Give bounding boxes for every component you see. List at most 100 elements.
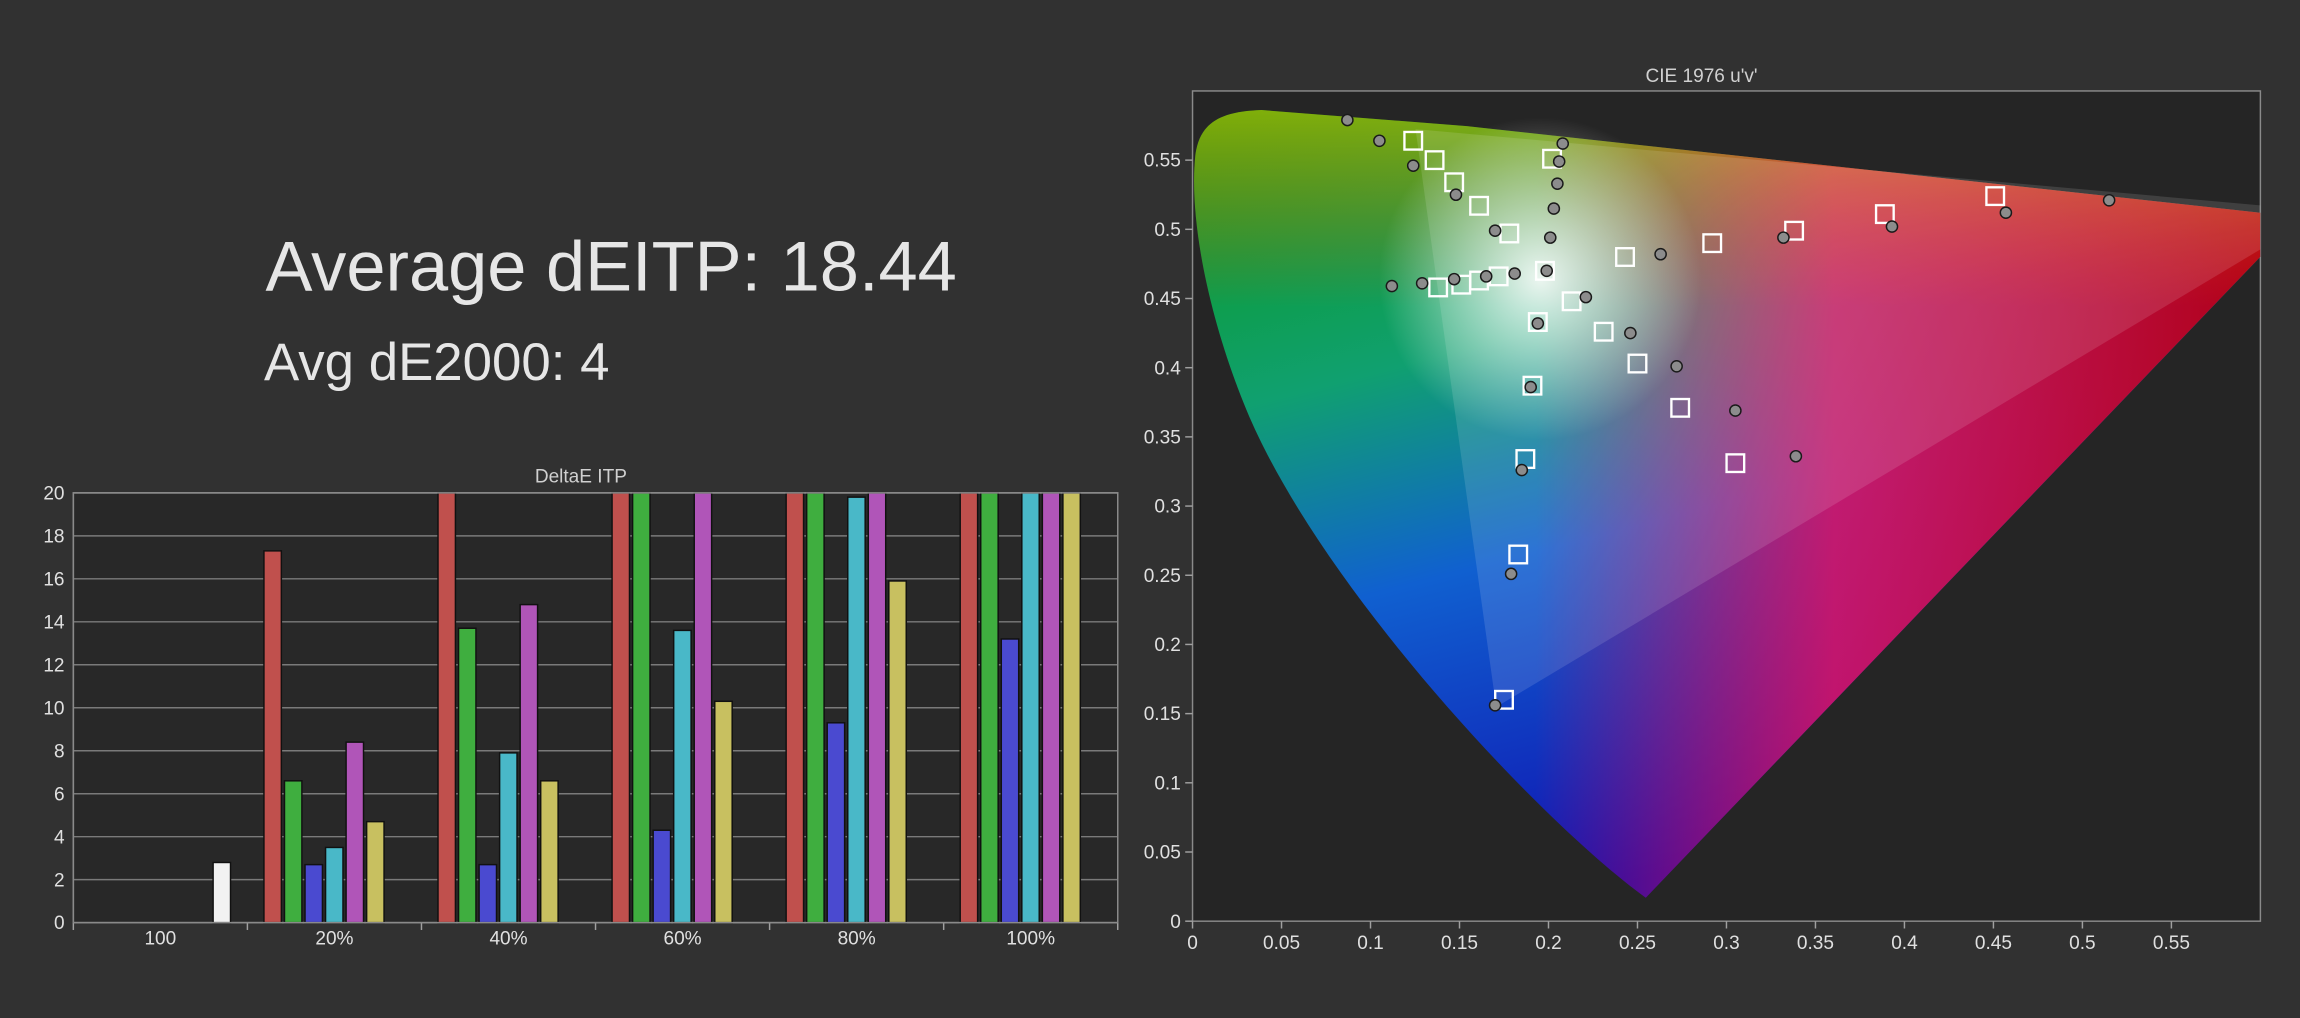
x-tick-label: 0.35 <box>1797 933 1834 954</box>
y-tick-label: 0.35 <box>1144 427 1181 448</box>
target-square <box>1527 312 1548 333</box>
x-tick-label: 100 <box>144 929 176 950</box>
bar <box>631 492 651 924</box>
x-tick-label: 0.05 <box>1263 933 1300 954</box>
y-tick-label: 18 <box>43 526 64 547</box>
x-tick-label: 0.45 <box>1975 933 2012 954</box>
bar <box>959 492 979 924</box>
measured-point <box>1373 134 1386 148</box>
bar <box>324 846 344 924</box>
bar <box>437 492 457 924</box>
x-tick-label: 0.5 <box>2069 933 2095 954</box>
average-deitp: Average dEITP: 18.44 <box>265 226 956 305</box>
target-square <box>1428 277 1449 298</box>
bar <box>847 496 866 924</box>
bar <box>652 829 672 924</box>
measured-point <box>1551 177 1564 190</box>
bar <box>611 492 631 924</box>
target-square <box>1702 233 1723 254</box>
measured-point <box>1341 113 1354 127</box>
measured-point <box>1547 202 1561 215</box>
bar <box>539 780 559 924</box>
target-square <box>1670 397 1691 418</box>
x-tick-label: 40% <box>489 929 527 950</box>
measured-point <box>1654 247 1667 261</box>
bar <box>457 627 477 924</box>
measured-point <box>1515 463 1529 477</box>
y-tick-label: 0.2 <box>1154 635 1180 656</box>
x-tick-label: 0.15 <box>1441 933 1478 954</box>
bar <box>263 550 283 924</box>
bar <box>785 492 805 924</box>
y-tick-label: 8 <box>54 741 65 762</box>
bar-chart-title: DeltaE ITP <box>535 467 627 488</box>
y-tick-label: 10 <box>43 698 64 719</box>
x-tick-label: 20% <box>315 929 353 950</box>
target-square <box>1522 375 1543 396</box>
measured-point <box>1531 317 1545 330</box>
measured-point <box>1449 188 1463 202</box>
y-tick-label: 4 <box>54 827 65 848</box>
measured-point <box>1777 231 1790 244</box>
target-square <box>1985 186 2006 207</box>
bar <box>1000 638 1020 924</box>
measured-point <box>1406 159 1420 172</box>
measured-point <box>1504 567 1518 581</box>
bar <box>212 861 232 924</box>
y-tick-label: 0.05 <box>1144 843 1181 864</box>
target-square <box>1874 204 1895 225</box>
target-square <box>1534 260 1555 281</box>
measured-point <box>1540 264 1554 278</box>
y-tick-label: 0.25 <box>1144 566 1181 587</box>
x-tick-label: 0.25 <box>1619 933 1656 954</box>
measured-point <box>1385 279 1399 293</box>
measured-point <box>1885 220 1899 233</box>
spectral-locus <box>1194 110 2261 898</box>
y-tick-label: 0.5 <box>1154 220 1180 241</box>
bar <box>867 492 887 924</box>
bar <box>888 580 907 924</box>
bar <box>283 780 303 924</box>
x-tick-label: 60% <box>664 929 702 950</box>
y-tick-label: 0.55 <box>1144 151 1181 172</box>
y-tick-label: 0.15 <box>1144 704 1181 725</box>
bar <box>1062 492 1082 924</box>
measured-point <box>1552 155 1566 168</box>
x-tick-label: 0.3 <box>1713 933 1739 954</box>
target-square <box>1469 195 1490 216</box>
y-tick-label: 12 <box>43 655 64 676</box>
y-tick-label: 0 <box>1170 912 1181 933</box>
y-tick-label: 0.4 <box>1154 358 1181 379</box>
x-tick-label: 0.1 <box>1357 933 1383 954</box>
bar <box>826 722 846 924</box>
y-tick-label: 2 <box>54 870 65 891</box>
measured-point <box>1488 699 1502 712</box>
y-tick-label: 0.1 <box>1154 773 1180 794</box>
measured-point <box>1670 360 1683 373</box>
bar <box>498 752 518 924</box>
measured-point <box>1729 404 1742 417</box>
y-tick-label: 0 <box>54 913 65 934</box>
target-square <box>1561 291 1582 312</box>
target-square <box>1725 453 1746 474</box>
target-square <box>1615 247 1635 267</box>
measured-point <box>1789 449 1803 463</box>
y-tick-label: 6 <box>54 784 65 805</box>
x-tick-label: 0.4 <box>1891 933 1918 954</box>
y-tick-label: 16 <box>43 569 64 590</box>
x-tick-label: 0.55 <box>2153 933 2190 954</box>
measured-point <box>1479 270 1493 283</box>
measured-point <box>1556 137 1570 150</box>
measured-point <box>1447 272 1461 286</box>
bar <box>304 863 324 924</box>
y-tick-label: 20 <box>43 483 64 504</box>
bar <box>478 863 498 924</box>
bar <box>672 629 692 924</box>
bar <box>519 603 539 924</box>
x-tick-label: 100% <box>1006 929 1055 950</box>
measured-point <box>1579 290 1593 304</box>
target-square <box>1508 544 1529 565</box>
measured-point <box>1508 267 1521 280</box>
measured-point <box>1543 231 1557 244</box>
